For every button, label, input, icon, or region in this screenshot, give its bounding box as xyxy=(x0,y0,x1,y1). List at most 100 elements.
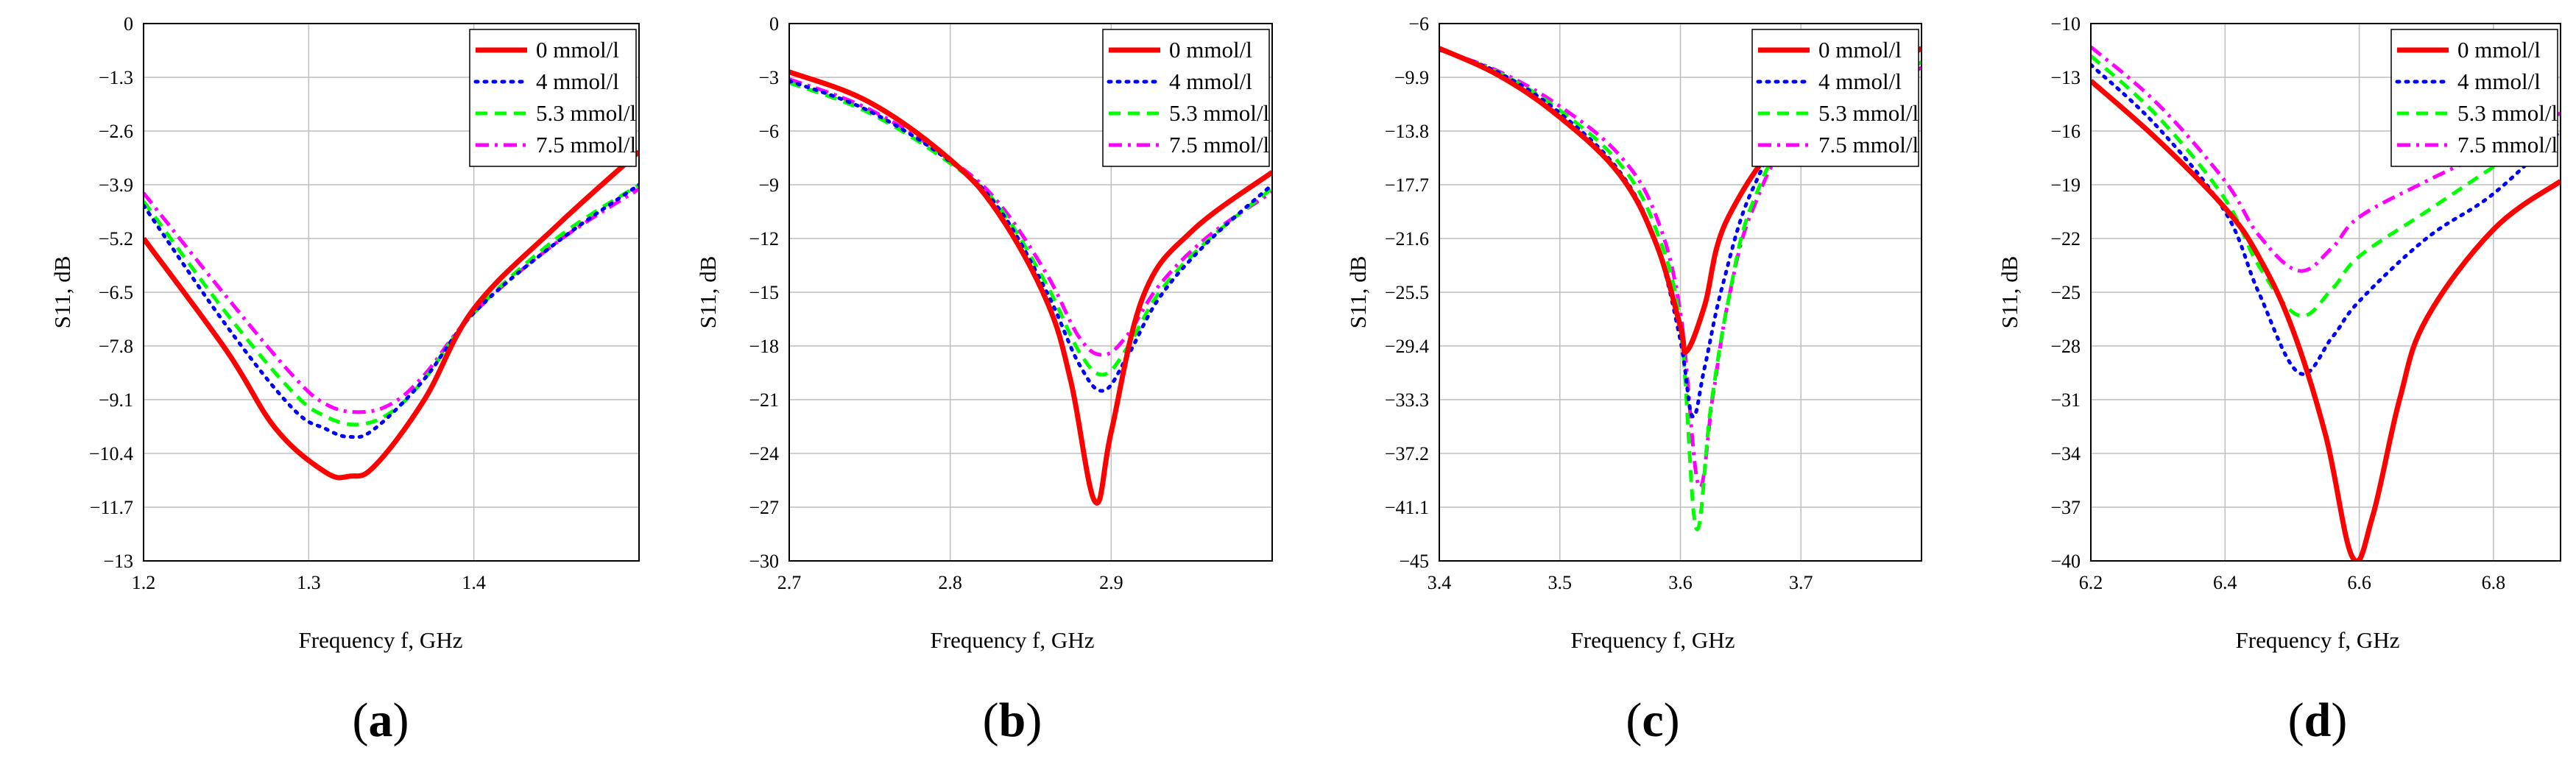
x-tick-label: 2.8 xyxy=(938,572,962,593)
legend-label: 5.3 mmol/l xyxy=(1169,100,1269,126)
plot-frame xyxy=(1439,23,1922,562)
x-tick-label: 1.3 xyxy=(297,572,321,593)
y-tick-label: 0 xyxy=(769,13,779,35)
x-tick-label: 3.7 xyxy=(1789,572,1813,593)
series-line-7-5-mmol xyxy=(144,187,639,414)
legend: 0 mmol/l 4 mmol/l 5.3 mmol/l 7.5 mmol/l xyxy=(1751,29,1919,167)
y-tick-label: −3.9 xyxy=(99,174,133,196)
legend-label: 7.5 mmol/l xyxy=(1818,132,1919,158)
series-line-5-3-mmol xyxy=(2091,54,2561,318)
legend: 0 mmol/l 4 mmol/l 5.3 mmol/l 7.5 mmol/l xyxy=(1102,29,1270,167)
panel-label-close: ) xyxy=(393,693,409,747)
legend: 0 mmol/l 4 mmol/l 5.3 mmol/l 7.5 mmol/l xyxy=(469,29,637,167)
panel-label-open: ( xyxy=(1626,693,1642,747)
series-line-5-3-mmol xyxy=(144,183,639,427)
x-tick-label: 1.4 xyxy=(462,572,486,593)
panel-label-letter: d xyxy=(2304,693,2332,747)
y-tick-label: −21 xyxy=(749,389,779,411)
y-tick-label: 0 xyxy=(124,13,133,35)
x-tick-label: 2.9 xyxy=(1099,572,1123,593)
y-tick-label: −37 xyxy=(2050,497,2081,518)
y-tick-label: −34 xyxy=(2050,443,2081,464)
x-tick-label: 3.5 xyxy=(1548,572,1573,593)
legend: 0 mmol/l 4 mmol/l 5.3 mmol/l 7.5 mmol/l xyxy=(2390,29,2558,167)
y-tick-label: −9.9 xyxy=(1394,67,1429,88)
panel-label-close: ) xyxy=(1664,693,1680,747)
y-tick-label: −13 xyxy=(2050,67,2081,88)
y-tick-label: −9.1 xyxy=(99,389,133,411)
panel-label-close: ) xyxy=(2331,693,2347,747)
legend-label: 7.5 mmol/l xyxy=(1169,132,1269,158)
series-line-0-mmol xyxy=(2091,79,2561,561)
y-tick-label: −25.5 xyxy=(1385,282,1429,303)
series-line-5-3-mmol xyxy=(1439,48,1922,531)
x-tick-label: 6.4 xyxy=(2213,572,2237,593)
legend-label: 4 mmol/l xyxy=(536,68,619,94)
series-line-4-mmol xyxy=(144,183,639,439)
x-axis-label: Frequency f, GHz xyxy=(2236,627,2400,653)
y-axis-label: S11, dB xyxy=(1345,256,1371,329)
y-tick-label: −16 xyxy=(2050,121,2081,142)
legend-label: 4 mmol/l xyxy=(1818,68,1902,94)
y-tick-label: −27 xyxy=(749,497,779,518)
y-tick-label: −29.4 xyxy=(1385,336,1429,357)
y-tick-label: −6 xyxy=(1408,13,1429,35)
panel-label-open: ( xyxy=(2288,693,2304,747)
x-tick-label: 3.4 xyxy=(1428,572,1452,593)
x-axis-label: Frequency f, GHz xyxy=(299,627,463,653)
y-tick-label: −10.4 xyxy=(89,443,133,464)
plot-frame xyxy=(143,23,640,562)
y-axis-label: S11, dB xyxy=(49,256,75,329)
plot-frame xyxy=(2090,23,2561,562)
y-tick-label: −2.6 xyxy=(99,121,133,142)
y-tick-label: −15 xyxy=(749,282,779,303)
panel-label: (a) xyxy=(353,693,409,747)
series-group xyxy=(144,149,639,481)
x-axis-label: Frequency f, GHz xyxy=(1571,627,1735,653)
y-tick-label: −13.8 xyxy=(1385,121,1429,142)
series-line-0-mmol xyxy=(144,149,639,481)
y-axis-label: S11, dB xyxy=(1997,256,2022,329)
y-tick-label: −12 xyxy=(749,228,779,250)
y-tick-label: −45 xyxy=(1399,551,1429,572)
y-tick-label: −37.2 xyxy=(1385,443,1429,464)
y-tick-label: −25 xyxy=(2050,282,2081,303)
chart-panel-d: −10 −13 −16 −19 −22 −25 −28 −31 −34 −37 −406.2 6.4 6… xyxy=(1997,13,2561,747)
y-tick-label: −6.5 xyxy=(99,282,133,303)
x-axis-label: Frequency f, GHz xyxy=(931,627,1095,653)
y-tick-label: −7.8 xyxy=(99,336,133,357)
y-axis-label: S11, dB xyxy=(695,256,721,329)
legend-label: 7.5 mmol/l xyxy=(536,132,636,158)
legend-label: 5.3 mmol/l xyxy=(2457,100,2558,126)
panel-label-letter: b xyxy=(999,693,1026,747)
panel-label: (d) xyxy=(2288,693,2348,747)
y-tick-label: −40 xyxy=(2050,551,2081,572)
legend-label: 7.5 mmol/l xyxy=(2457,132,2558,158)
y-tick-label: −28 xyxy=(2050,336,2081,357)
y-tick-label: −13 xyxy=(103,551,133,572)
y-tick-label: −10 xyxy=(2050,13,2081,35)
chart-panel-c: −6 −9.9 −13.8 −17.7 −21.6 −25.5 −29.4 −33.3 −37.… xyxy=(1345,13,1922,747)
panel-label-close: ) xyxy=(1026,693,1042,747)
y-tick-label: −5.2 xyxy=(99,228,133,250)
panel-label-letter: c xyxy=(1642,693,1663,747)
legend-label: 4 mmol/l xyxy=(2457,68,2541,94)
series-line-4-mmol xyxy=(789,79,1272,393)
y-tick-label: −1.3 xyxy=(99,67,133,88)
series-line-7-5-mmol xyxy=(1439,48,1922,489)
plot-frame xyxy=(788,23,1273,562)
series-line-5-3-mmol xyxy=(789,80,1272,377)
y-tick-label: −19 xyxy=(2050,174,2081,196)
x-tick-label: 3.6 xyxy=(1668,572,1693,593)
series-group xyxy=(789,69,1272,506)
chart-panel-a: 0 −1.3 −2.6 −3.9 −5.2 −6.5 −7.8 −9.1 −10.4 −11.7 −… xyxy=(49,13,640,747)
series-line-7-5-mmol xyxy=(789,77,1272,357)
y-tick-label: −22 xyxy=(2050,228,2081,250)
legend-label: 0 mmol/l xyxy=(1169,37,1252,63)
chart-panel-b: 0 −3 −6 −9 −12 −15 −18 −21 −24 −27 −302.7 2.8 2.9 0 m… xyxy=(695,13,1273,747)
y-tick-label: −17.7 xyxy=(1385,174,1429,196)
y-tick-label: −24 xyxy=(749,443,779,464)
y-tick-label: −41.1 xyxy=(1385,497,1429,518)
